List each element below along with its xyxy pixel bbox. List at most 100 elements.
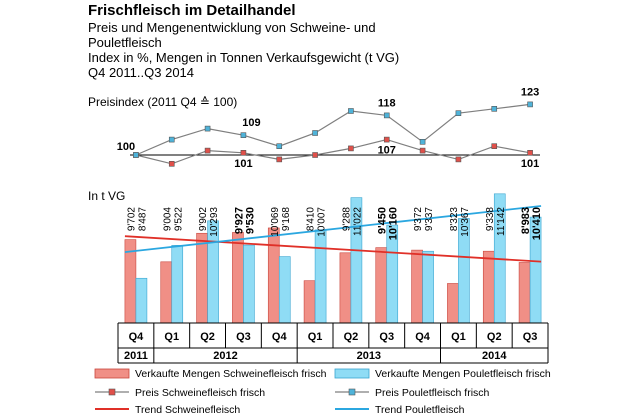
price-point-series-1: [168, 161, 175, 167]
quarter-tick-label: Q2: [487, 331, 502, 343]
bar-data-label: 10'410: [531, 207, 543, 240]
quarter-tick-label: Q4: [415, 331, 431, 343]
price-point-series-1: [240, 150, 247, 156]
price-point-series-1: [204, 147, 211, 154]
bar-schweinefleisch: [267, 227, 280, 324]
price-point-series-2: [348, 108, 354, 114]
price-point-series-2: [383, 112, 390, 119]
bar-schweinefleisch: [196, 232, 208, 324]
quarter-tick-label: Q4: [272, 331, 288, 343]
price-data-label: 109: [242, 117, 260, 129]
price-point-series-2: [527, 101, 533, 108]
bar-schweinefleisch: [518, 262, 531, 324]
bar-data-label: 9'372: [413, 207, 424, 232]
price-data-label: 123: [521, 86, 539, 98]
price-data-label: 118: [378, 97, 396, 109]
year-tick-label: 2011: [124, 350, 148, 362]
subtitle-line-4: Q4 2011..Q3 2014: [88, 65, 195, 80]
bar-data-label: 11'142: [496, 207, 507, 236]
bar-data-label: 9'522: [173, 207, 184, 232]
bar-pouletfleisch: [243, 244, 255, 324]
bar-schweinefleisch: [303, 280, 316, 324]
price-point-series-2: [240, 132, 247, 138]
bar-schweinefleisch: [339, 252, 352, 324]
price-point-series-2: [168, 136, 175, 143]
bar-pouletfleisch: [314, 229, 327, 324]
bar-data-label: 9'004: [162, 207, 173, 232]
year-tick-label: 2012: [213, 350, 237, 362]
price-point-series-1: [455, 156, 462, 163]
bar-schweinefleisch: [411, 249, 423, 324]
quarter-tick-label: Q4: [129, 331, 145, 343]
subtitle-line-2: Pouletfleisch: [88, 35, 162, 50]
price-point-series-2: [204, 125, 211, 132]
price-data-label: 101: [521, 158, 539, 170]
price-point-series-1: [419, 147, 426, 154]
bar-schweinefleisch: [375, 247, 388, 324]
price-point-series-1: [527, 150, 533, 156]
quarter-tick-label: Q2: [200, 331, 215, 343]
bar-schweinefleisch: [232, 232, 244, 324]
price-line-series-2: [135, 103, 531, 156]
price-data-label: 101: [234, 158, 252, 170]
bar-data-label: 9'702: [127, 207, 138, 232]
bar-chart-ylabel: In t VG: [88, 189, 125, 203]
bar-pouletfleisch: [422, 250, 434, 324]
bar-data-label: 10'160: [388, 207, 400, 240]
legend-swatch-marker: [108, 388, 116, 396]
price-point-series-1: [383, 136, 390, 143]
price-point-series-2: [419, 139, 426, 145]
price-point-series-2: [491, 106, 498, 112]
price-point-series-1: [348, 145, 354, 152]
chart-subtitle: Preis und Mengenentwicklung von Schweine…: [88, 20, 508, 80]
legend-label: Preis Pouletfleisch frisch: [375, 387, 490, 399]
quarter-tick-label: Q1: [451, 331, 466, 343]
year-tick-label: 2014: [482, 350, 507, 362]
bar-data-label: 9'530: [244, 207, 256, 234]
price-point-series-2: [133, 152, 139, 158]
bar-data-label: 10'293: [209, 207, 220, 237]
bar-schweinefleisch: [160, 261, 173, 324]
legend-swatch: [94, 368, 130, 379]
bar-data-label: 8'983: [520, 207, 532, 234]
legend-label: Trend Schweinefleisch: [135, 404, 240, 416]
price-data-label: 107: [378, 145, 396, 157]
bar-data-label: 8'323: [449, 207, 460, 232]
quarter-tick-label: Q2: [344, 331, 359, 343]
bar-data-label: 9'902: [198, 207, 209, 232]
quarter-tick-label: Q1: [308, 331, 323, 343]
bar-schweinefleisch: [482, 250, 495, 324]
trend-line-pouletfleisch: [124, 205, 542, 253]
bar-data-label: 11'022: [353, 207, 364, 236]
trend-line-schweinefleisch: [124, 235, 542, 263]
chart-header: Frischfleisch im Detailhandel Preis und …: [88, 2, 508, 80]
price-point-series-2: [455, 110, 462, 116]
line-chart-ylabel: Preisindex (2011 Q4 ≙ 100): [88, 95, 237, 109]
quarter-tick-label: Q1: [164, 331, 179, 343]
bar-data-label: 9'338: [485, 207, 496, 232]
price-line-series-1: [135, 138, 531, 165]
bar-data-label: 9'927: [233, 207, 245, 234]
price-point-series-1: [312, 152, 318, 158]
subtitle-line-1: Preis und Mengenentwicklung von Schweine…: [88, 20, 376, 35]
bar-data-label: 10'367: [460, 207, 471, 237]
bar-data-label: 9'168: [281, 207, 292, 232]
bar-data-label: 8'410: [306, 207, 317, 232]
price-point-series-1: [276, 156, 283, 163]
bar-pouletfleisch: [135, 277, 148, 324]
legend-label: Preis Schweinefleisch frisch: [135, 387, 265, 399]
price-point-series-1: [491, 143, 498, 149]
chart-title: Frischfleisch im Detailhandel: [88, 2, 296, 19]
legend-label: Trend Pouletfleisch: [375, 404, 465, 416]
quarter-tick-label: Q3: [523, 331, 538, 343]
bar-data-label: 9'337: [424, 207, 435, 232]
quarter-tick-label: Q3: [236, 331, 251, 343]
legend-label: Verkaufte Mengen Pouletfleisch frisch: [375, 368, 551, 380]
bar-pouletfleisch: [278, 256, 291, 324]
bar-data-label: 9'450: [377, 207, 389, 234]
bar-schweinefleisch: [447, 283, 459, 324]
bar-data-label: 10'007: [317, 207, 328, 237]
price-point-series-2: [312, 130, 318, 136]
bar-data-label: 10'069: [270, 207, 281, 237]
